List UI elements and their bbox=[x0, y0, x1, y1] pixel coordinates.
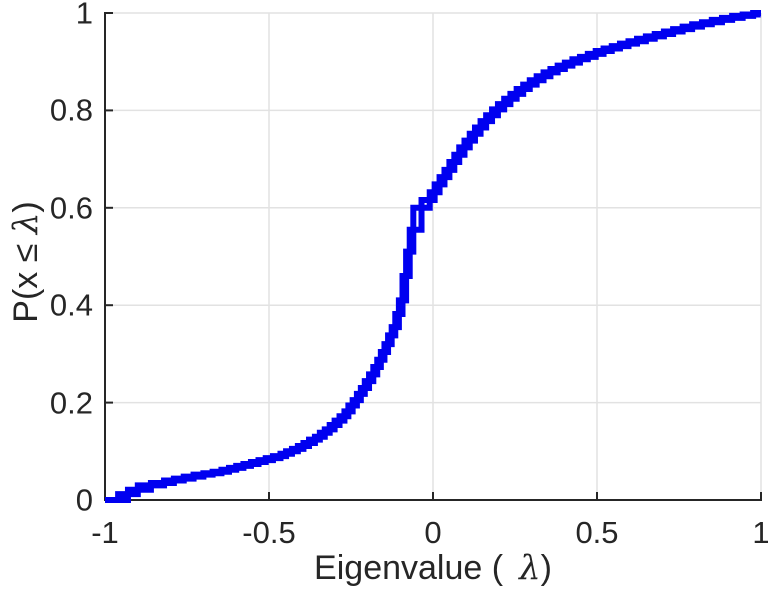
ecdf-step-curve-2 bbox=[105, 10, 761, 503]
